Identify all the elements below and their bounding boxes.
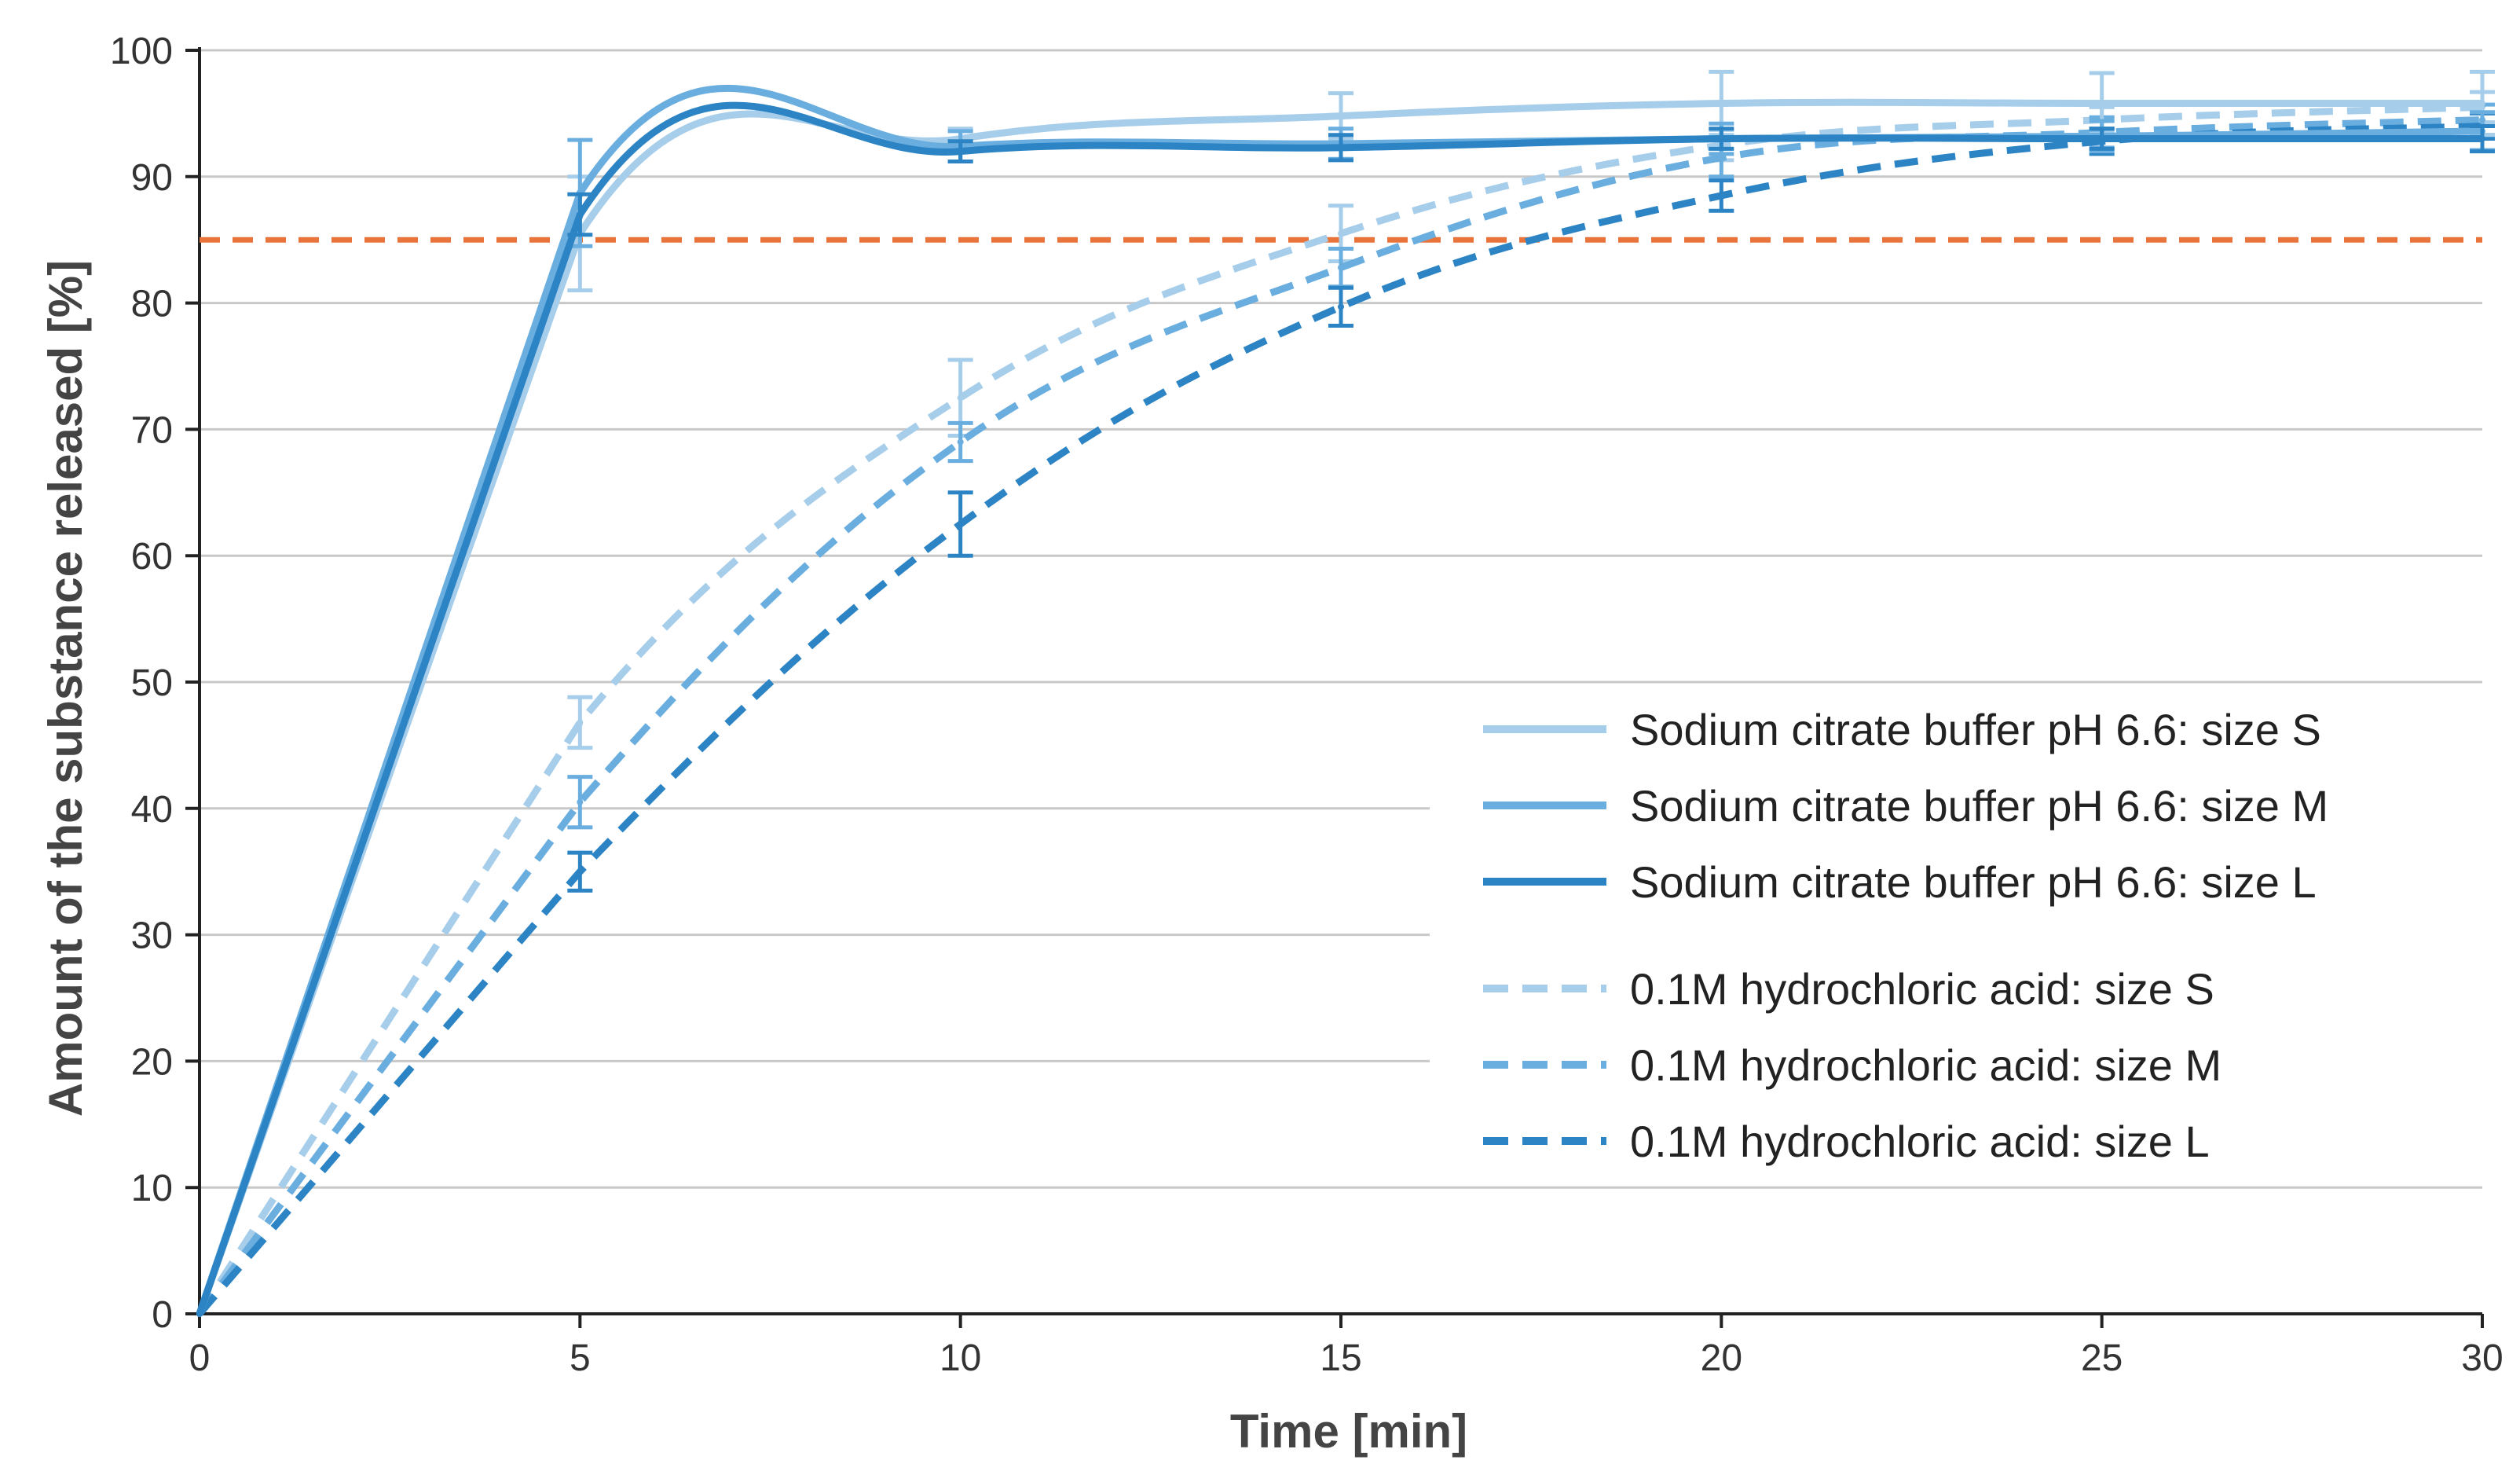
data-point xyxy=(577,719,584,726)
y-tick-label: 80 xyxy=(131,284,173,325)
series-line xyxy=(196,101,2482,1315)
data-point xyxy=(1718,100,1725,107)
data-point xyxy=(1718,192,1725,199)
x-tick-label: 25 xyxy=(2081,1337,2123,1379)
y-tick-label: 30 xyxy=(131,915,173,957)
data-point xyxy=(1338,112,1344,119)
legend: Sodium citrate buffer pH 6.6: size S Sodi… xyxy=(1483,705,2328,1166)
series-citrate-2 xyxy=(196,101,2495,1317)
legend-label: 0.1M hydrochloric acid: size L xyxy=(1630,1117,2210,1166)
y-tick-label: 50 xyxy=(131,662,173,704)
x-tick-label: 10 xyxy=(940,1337,981,1379)
data-point xyxy=(1338,230,1344,237)
y-axis-title: Amount of the substance released [%] xyxy=(39,260,92,1117)
data-point xyxy=(957,521,964,527)
x-tick-label: 15 xyxy=(1320,1337,1361,1379)
y-tick-label: 0 xyxy=(152,1294,173,1336)
data-point xyxy=(1338,303,1344,310)
y-tick-label: 60 xyxy=(131,536,173,578)
data-point xyxy=(957,148,964,155)
y-tick-label: 40 xyxy=(131,789,173,831)
data-point xyxy=(957,438,964,446)
data-point xyxy=(2098,135,2105,142)
series-line xyxy=(196,103,2483,1316)
y-tick-label: 100 xyxy=(110,31,173,72)
data-point xyxy=(957,394,964,402)
series-line xyxy=(196,98,2482,1315)
x-tick-label: 5 xyxy=(570,1337,591,1379)
legend-label: Sodium citrate buffer pH 6.6: size S xyxy=(1630,705,2321,754)
y-tick-label: 90 xyxy=(131,157,173,199)
legend-label: 0.1M hydrochloric acid: size S xyxy=(1630,964,2214,1014)
data-point xyxy=(577,211,584,218)
legend-label: Sodium citrate buffer pH 6.6: size L xyxy=(1630,857,2317,907)
y-tick-label: 20 xyxy=(131,1041,173,1083)
x-tick-label: 0 xyxy=(189,1337,211,1379)
data-point xyxy=(1718,135,1725,142)
data-point xyxy=(1338,144,1344,151)
data-point xyxy=(2479,135,2485,142)
x-tick-label: 30 xyxy=(2461,1337,2503,1379)
x-tick-label: 20 xyxy=(1701,1337,1742,1379)
y-tick-label: 10 xyxy=(131,1168,173,1209)
x-axis-title: Time [min] xyxy=(1230,1405,1467,1458)
data-point xyxy=(1338,264,1344,271)
legend-label: Sodium citrate buffer pH 6.6: size M xyxy=(1630,781,2328,831)
data-point xyxy=(2479,100,2485,107)
y-tick-label: 70 xyxy=(131,409,173,451)
grid-lines xyxy=(200,49,2482,1189)
data-point xyxy=(1718,154,1725,161)
data-point xyxy=(2098,100,2105,107)
data-point xyxy=(196,1311,203,1317)
data-point xyxy=(577,798,584,805)
data-point xyxy=(577,868,584,875)
legend-label: 0.1M hydrochloric acid: size M xyxy=(1630,1040,2221,1090)
